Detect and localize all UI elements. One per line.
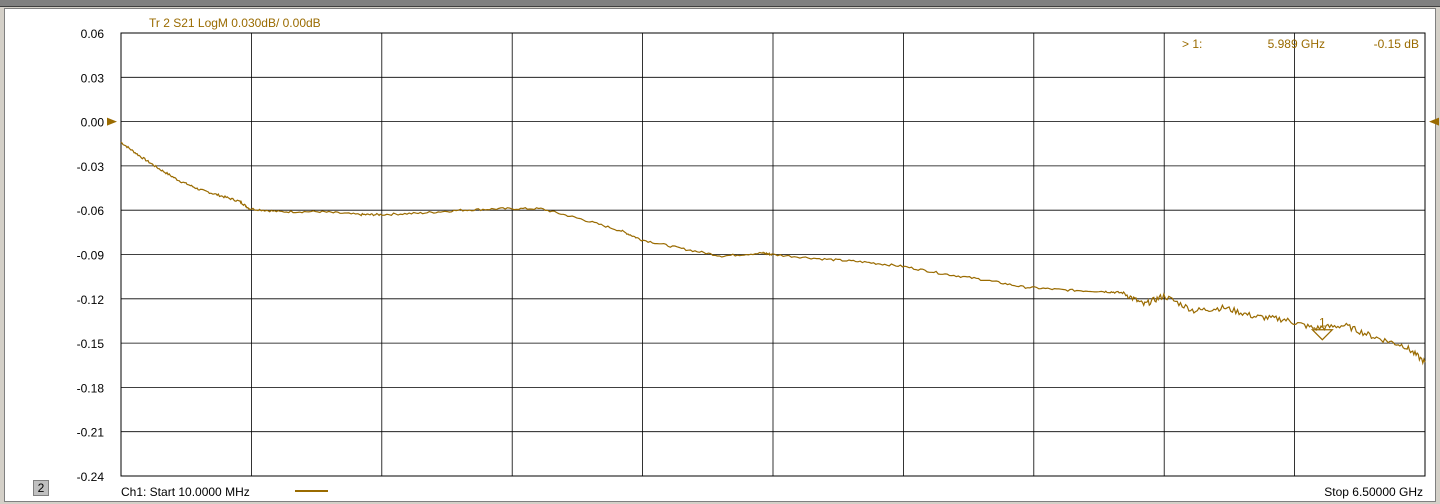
trace-header[interactable]: Tr 2 S21 LogM 0.030dB/ 0.00dB — [149, 16, 321, 30]
marker-value: -0.15 dB — [1374, 37, 1419, 51]
y-tick-label: 0.03 — [81, 71, 105, 85]
y-tick-label: -0.24 — [77, 470, 105, 484]
y-tick-label: -0.09 — [77, 249, 105, 263]
y-tick-label: -0.21 — [77, 426, 105, 440]
trace-series-s21 — [120, 141, 1426, 366]
y-tick-label: -0.03 — [77, 160, 105, 174]
start-frequency-label[interactable]: Ch1: Start 10.0000 MHz — [121, 485, 250, 499]
marker-label: > 1: — [1182, 37, 1202, 51]
y-tick-label: 0.00 — [81, 116, 105, 130]
y-tick-label: -0.06 — [77, 204, 105, 218]
channel-number-badge[interactable]: 2 — [33, 480, 49, 496]
trace-line — [120, 141, 1426, 366]
markers: 1 — [1310, 316, 1334, 341]
marker-1-triangle — [1310, 329, 1334, 341]
y-tick-label: -0.15 — [77, 337, 105, 351]
reference-arrow-left — [107, 117, 117, 126]
y-tick-label: -0.18 — [77, 381, 105, 395]
reference-arrow-right — [1429, 117, 1439, 126]
marker-1-id: 1 — [1319, 316, 1326, 330]
y-tick-label: -0.12 — [77, 293, 105, 307]
y-tick-labels: 0.06 0.03 0.00 -0.03 -0.06 -0.09 -0.12 -0.15 -0.… — [77, 27, 1439, 484]
y-tick-label: 0.06 — [81, 27, 105, 41]
window-top-edge — [0, 0, 1440, 7]
stop-frequency-label[interactable]: Stop 6.50000 GHz — [1324, 485, 1423, 499]
marker-frequency: 5.989 GHz — [1268, 37, 1325, 51]
